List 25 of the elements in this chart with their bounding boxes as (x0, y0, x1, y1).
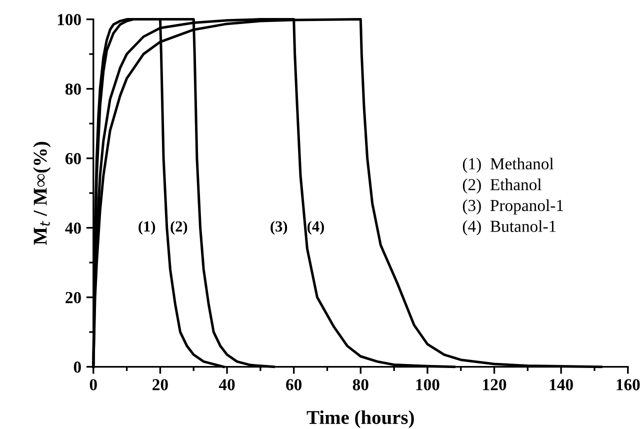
annotation: (4) Butanol-1 (462, 220, 556, 236)
y-axis-title: M$_{t}$ / M∞(%) (33, 142, 51, 245)
annotation: (3) Propanol-1 (462, 199, 564, 215)
y-tick-label: 40 (65, 222, 81, 234)
annotation: (2) (170, 220, 188, 235)
annotation: (1) Methanol (462, 158, 554, 173)
x-tick-label: 60 (286, 379, 302, 390)
x-tick-label: 120 (483, 379, 506, 390)
x-tick-label: 140 (550, 379, 573, 390)
x-tick-label: 160 (616, 379, 640, 390)
y-tick-label: 60 (65, 153, 81, 164)
annotation: (1) (138, 220, 156, 235)
x-tick-label: 100 (416, 379, 440, 390)
x-axis-title: Time (hours) (306, 410, 414, 428)
annotation: (2) Ethanol (462, 178, 542, 194)
annotation: (4) (308, 220, 324, 235)
y-tick-label: 100 (58, 14, 81, 26)
x-tick-label: 20 (152, 379, 168, 390)
y-tick-label: 80 (65, 84, 81, 95)
y-tick-label: 0 (74, 361, 81, 373)
x-tick-label: 80 (352, 379, 368, 390)
x-tick-label: 40 (218, 379, 235, 390)
annotation: (3) (270, 220, 288, 235)
y-tick-label: 20 (66, 292, 81, 304)
x-tick-label: 0 (90, 379, 97, 390)
